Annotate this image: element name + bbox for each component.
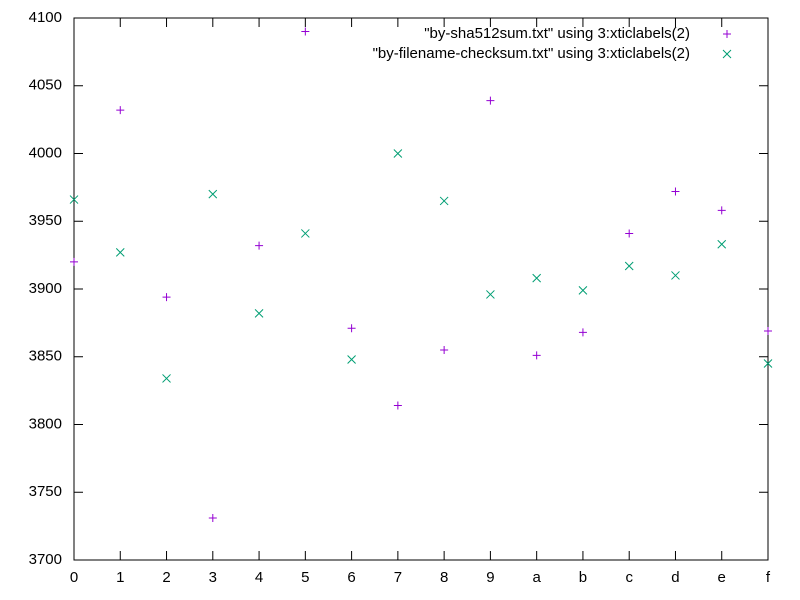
point — [393, 149, 403, 158]
x-tick-label: 3 — [209, 569, 217, 586]
x-tick-label: 1 — [116, 569, 124, 586]
x-tick-label: b — [579, 569, 587, 586]
x-tick-label: 5 — [301, 569, 309, 586]
legend-label: "by-sha512sum.txt" using 3:xticlabels(2) — [424, 25, 690, 42]
point — [625, 229, 634, 238]
point — [717, 239, 727, 249]
y-tick-label: 3900 — [29, 280, 62, 297]
point — [347, 355, 356, 364]
x-tick-label: f — [766, 569, 771, 586]
point — [300, 229, 310, 238]
point — [162, 293, 171, 302]
point — [578, 286, 588, 295]
y-tick-label: 4100 — [29, 9, 62, 26]
x-tick-label: d — [671, 569, 679, 586]
point — [208, 189, 218, 199]
point — [764, 327, 772, 336]
point — [393, 401, 402, 410]
plot-frame — [73, 17, 769, 561]
point — [69, 195, 79, 204]
legend-marker — [722, 49, 732, 59]
point — [255, 241, 264, 250]
point — [301, 27, 310, 36]
point — [486, 96, 495, 105]
point — [440, 345, 449, 354]
point — [439, 196, 449, 206]
point — [532, 273, 542, 283]
point — [578, 328, 587, 337]
y-tick-label: 3800 — [29, 415, 62, 432]
point — [671, 187, 680, 196]
x-tick-label: e — [718, 569, 726, 586]
x-tick-label: 8 — [440, 569, 448, 586]
point — [116, 106, 125, 115]
x-tick-label: 0 — [70, 569, 78, 586]
x-tick-label: 7 — [394, 569, 402, 586]
point — [486, 290, 495, 299]
point — [532, 351, 541, 360]
y-tick-label: 3750 — [29, 483, 62, 500]
point — [70, 257, 78, 266]
y-tick-label: 4000 — [29, 144, 62, 161]
y-tick-label: 3700 — [29, 551, 62, 568]
point — [115, 248, 125, 257]
point — [763, 359, 773, 368]
y-tick-label: 4050 — [29, 77, 62, 94]
y-tick-label: 3950 — [29, 212, 62, 229]
point — [624, 261, 634, 271]
point — [162, 374, 171, 383]
x-tick-label: 6 — [347, 569, 355, 586]
y-tick-label: 3850 — [29, 348, 62, 365]
point — [717, 206, 726, 215]
x-tick-label: 4 — [255, 569, 263, 586]
x-tick-label: c — [625, 569, 633, 586]
x-tick-label: 9 — [486, 569, 494, 586]
x-tick-label: a — [532, 569, 541, 586]
point — [254, 309, 264, 318]
point — [347, 324, 356, 333]
legend-marker — [723, 30, 731, 38]
point — [208, 513, 217, 522]
x-tick-label: 2 — [162, 569, 170, 586]
point — [671, 271, 680, 280]
legend-label: "by-filename-checksum.txt" using 3:xticl… — [373, 45, 690, 62]
